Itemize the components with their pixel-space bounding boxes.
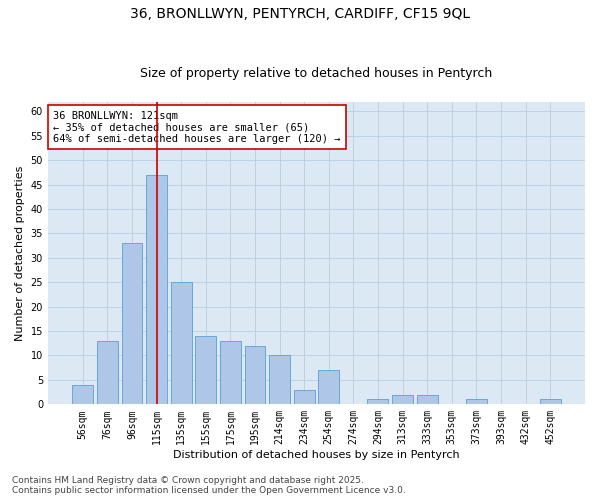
Bar xyxy=(196,336,216,404)
Bar xyxy=(122,243,142,404)
Bar xyxy=(269,356,290,405)
Bar xyxy=(539,400,560,404)
Y-axis label: Number of detached properties: Number of detached properties xyxy=(15,165,25,340)
Bar xyxy=(146,175,167,404)
Text: 36 BRONLLWYN: 121sqm
← 35% of detached houses are smaller (65)
64% of semi-detac: 36 BRONLLWYN: 121sqm ← 35% of detached h… xyxy=(53,110,341,144)
Bar xyxy=(416,394,437,404)
Bar xyxy=(294,390,314,404)
Bar xyxy=(367,400,388,404)
Text: Contains HM Land Registry data © Crown copyright and database right 2025.
Contai: Contains HM Land Registry data © Crown c… xyxy=(12,476,406,495)
Text: 36, BRONLLWYN, PENTYRCH, CARDIFF, CF15 9QL: 36, BRONLLWYN, PENTYRCH, CARDIFF, CF15 9… xyxy=(130,8,470,22)
Bar xyxy=(171,282,191,405)
Bar xyxy=(245,346,265,405)
Bar xyxy=(466,400,487,404)
Bar xyxy=(97,341,118,404)
Bar xyxy=(220,341,241,404)
Title: Size of property relative to detached houses in Pentyrch: Size of property relative to detached ho… xyxy=(140,66,493,80)
X-axis label: Distribution of detached houses by size in Pentyrch: Distribution of detached houses by size … xyxy=(173,450,460,460)
Bar xyxy=(392,394,413,404)
Bar xyxy=(73,385,93,404)
Bar xyxy=(319,370,339,404)
